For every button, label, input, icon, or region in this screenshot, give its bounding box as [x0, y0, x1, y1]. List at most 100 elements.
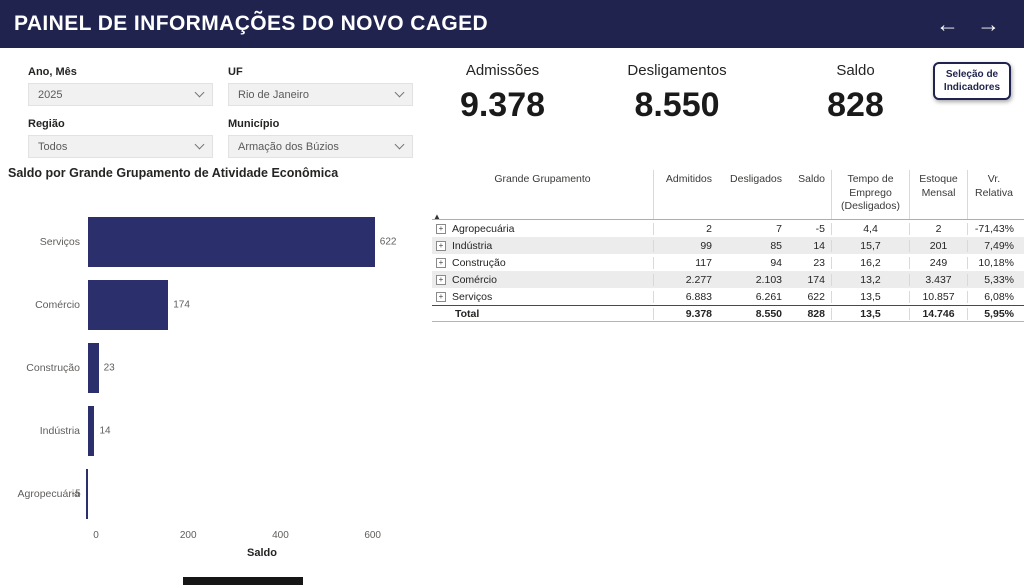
forward-arrow-icon[interactable]: →: [977, 10, 1000, 37]
ano-mes-dropdown[interactable]: 2025: [28, 83, 213, 106]
kpi-label: Admissões: [465, 62, 540, 79]
kpi-label: Desligamentos: [627, 62, 727, 79]
table-cell: 3.437: [910, 273, 968, 286]
municipio-selected-value: Armação dos Búzios: [238, 140, 339, 153]
grupamento-matrix-table: Grande Grupamento Admitidos Desligados Sald…: [432, 170, 1024, 322]
uf-dropdown[interactable]: Rio de Janeiro: [228, 83, 413, 106]
table-cell: 10.857: [910, 290, 968, 303]
table-cell: 6.261: [755, 290, 782, 303]
table-row[interactable]: + Comércio 2.277 2.103 174 13,2 3.437 5,33%: [432, 271, 1024, 288]
filter-label-uf: UF: [228, 66, 243, 78]
table-cell: 828: [788, 307, 832, 320]
row-label: Construção: [452, 256, 506, 269]
kpi-value: 9.378: [459, 86, 546, 124]
table-cell: 13,5: [832, 307, 910, 320]
column-header[interactable]: Admitidos: [665, 173, 712, 185]
chart-category-label: Agropecuária: [17, 487, 80, 500]
table-cell: 94: [770, 256, 782, 269]
kpi-admissoes: Admissões 9.378: [425, 62, 580, 125]
chart-bar[interactable]: [88, 279, 169, 330]
regiao-dropdown[interactable]: Todos: [28, 135, 213, 158]
regiao-selected-value: Todos: [38, 140, 68, 153]
row-label: Total: [455, 307, 480, 320]
filter-municipio: Município Armação dos Búzios: [228, 118, 413, 158]
table-cell: 6.883: [685, 290, 712, 303]
chevron-down-icon: [194, 139, 205, 150]
page-title: PAINEL DE INFORMAÇÕES DO NOVO CAGED: [14, 12, 489, 35]
table-cell: 2.277: [685, 273, 712, 286]
table-cell: 174: [788, 273, 832, 286]
table-cell: 6,08%: [984, 290, 1014, 303]
ano-mes-selected-value: 2025: [38, 88, 63, 101]
chart-x-tick-label: 400: [272, 530, 289, 541]
back-arrow-icon[interactable]: ←: [936, 10, 959, 37]
filter-label-municipio: Município: [228, 118, 280, 130]
expand-icon[interactable]: +: [436, 240, 446, 251]
table-body: + Agropecuária 2 7 -5 4,4 2 -71,43% + Indústria 99…: [432, 220, 1024, 322]
chart-row: Construção 23: [8, 336, 428, 399]
table-row[interactable]: + Agropecuária 2 7 -5 4,4 2 -71,43%: [432, 220, 1024, 237]
chevron-down-icon: [394, 87, 405, 98]
top-header-bar: PAINEL DE INFORMAÇÕES DO NOVO CAGED ← →: [0, 0, 1024, 48]
table-row[interactable]: + Serviços 6.883 6.261 622 13,5 10.857 6,08%: [432, 288, 1024, 305]
chart-x-tick-label: 0: [93, 530, 99, 541]
chart-category-label: Serviços: [39, 235, 80, 248]
expand-icon[interactable]: +: [436, 257, 446, 268]
table-cell: 8.550: [755, 307, 782, 320]
kpi-saldo: Saldo 828: [793, 62, 918, 125]
chevron-down-icon: [394, 139, 405, 150]
saldo-bar-chart: Serviços 622 Comércio 174 Construção 23 Indúst…: [8, 210, 428, 559]
column-header[interactable]: Saldo: [788, 170, 832, 219]
column-header[interactable]: Tempo de Emprego (Desligados): [832, 170, 910, 219]
kpi-value: 828: [827, 86, 884, 124]
table-cell: 5,95%: [984, 307, 1014, 320]
chart-title: Saldo por Grande Grupamento de Atividade…: [8, 166, 339, 180]
municipio-dropdown[interactable]: Armação dos Búzios: [228, 135, 413, 158]
table-cell: -5: [788, 222, 832, 235]
table-cell: 15,7: [832, 239, 910, 252]
table-cell: 2.103: [755, 273, 782, 286]
column-header[interactable]: Vr. Relativa: [975, 173, 1013, 199]
chart-bar[interactable]: [88, 216, 375, 267]
table-cell: 4,4: [832, 222, 910, 235]
column-header[interactable]: Desligados: [730, 173, 782, 185]
table-cell: 85: [770, 239, 782, 252]
table-cell: 10,18%: [978, 256, 1014, 269]
chart-row: Indústria 14: [8, 399, 428, 462]
sort-indicator-icon[interactable]: ▲: [433, 212, 441, 221]
kpi-label: Saldo: [836, 62, 875, 79]
table-row[interactable]: + Indústria 99 85 14 15,7 201 7,49%: [432, 237, 1024, 254]
table-cell: -71,43%: [974, 222, 1014, 235]
table-cell: 2: [706, 222, 712, 235]
filter-uf: UF Rio de Janeiro: [228, 66, 413, 106]
column-header[interactable]: Estoque Mensal: [910, 170, 968, 219]
chart-bar[interactable]: [85, 468, 88, 519]
expand-icon[interactable]: +: [436, 223, 446, 234]
filter-regiao: Região Todos: [28, 118, 213, 158]
table-cell: 13,5: [832, 290, 910, 303]
column-header[interactable]: Grande Grupamento: [432, 170, 654, 219]
table-row[interactable]: + Construção 117 94 23 16,2 249 10,18%: [432, 254, 1024, 271]
table-cell: 13,2: [832, 273, 910, 286]
filter-label-ano-mes: Ano, Mês: [28, 66, 77, 78]
chart-row: Serviços 622: [8, 210, 428, 273]
chart-x-tick-label: 200: [179, 530, 197, 541]
filter-label-regiao: Região: [28, 118, 65, 130]
chart-bar[interactable]: [88, 405, 95, 456]
expand-icon[interactable]: +: [436, 274, 446, 285]
indicator-selection-button[interactable]: Seleção de Indicadores: [933, 62, 1011, 100]
chart-x-axis: 0 200 400 600: [93, 530, 428, 543]
table-header-row: Grande Grupamento Admitidos Desligados Sald…: [432, 170, 1024, 220]
chart-bar[interactable]: [88, 342, 99, 393]
table-total-row: Total 9.378 8.550 828 13,5 14.746 5,95%: [432, 305, 1024, 322]
table-cell: 249: [910, 256, 968, 269]
table-cell: 16,2: [832, 256, 910, 269]
row-label: Agropecuária: [452, 222, 515, 235]
expand-icon[interactable]: +: [436, 291, 446, 302]
chart-x-axis-label: Saldo: [247, 547, 277, 559]
chart-row: Comércio 174: [8, 273, 428, 336]
uf-selected-value: Rio de Janeiro: [238, 88, 309, 101]
chevron-down-icon: [194, 87, 205, 98]
table-cell: 14.746: [910, 307, 968, 320]
